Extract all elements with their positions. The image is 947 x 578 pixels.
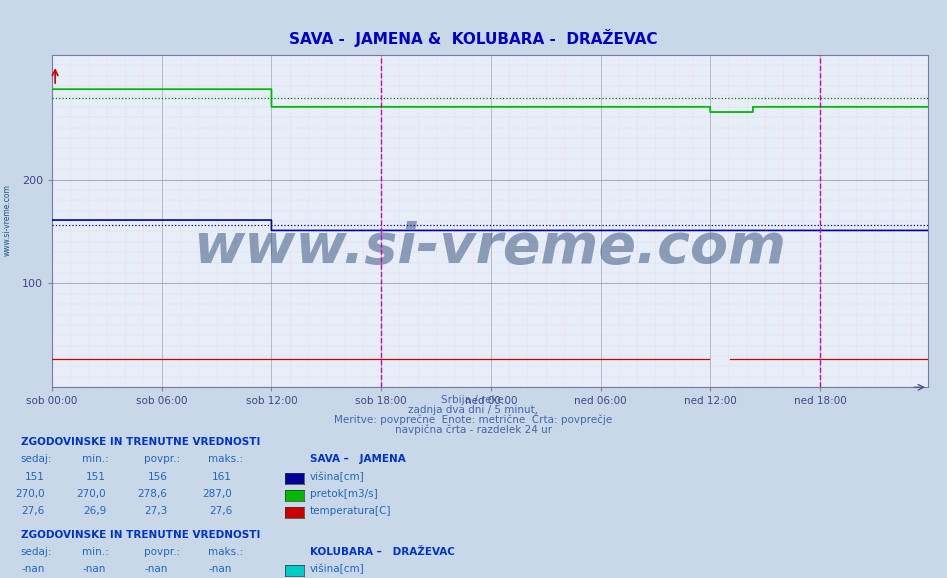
Text: 287,0: 287,0 [203,489,232,499]
Text: -nan: -nan [82,564,106,574]
Text: zadnja dva dni / 5 minut.: zadnja dva dni / 5 minut. [408,405,539,415]
Text: 270,0: 270,0 [77,489,106,499]
Text: 26,9: 26,9 [82,506,106,516]
Text: www.si-vreme.com: www.si-vreme.com [3,184,12,255]
Text: pretok[m3/s]: pretok[m3/s] [310,489,378,499]
Text: -nan: -nan [21,564,45,574]
Text: povpr.:: povpr.: [144,454,180,464]
Text: min.:: min.: [82,547,109,557]
Text: -nan: -nan [208,564,232,574]
Text: 156: 156 [148,472,168,481]
Text: ZGODOVINSKE IN TRENUTNE VREDNOSTI: ZGODOVINSKE IN TRENUTNE VREDNOSTI [21,437,260,447]
Text: sedaj:: sedaj: [21,454,52,464]
Text: maks.:: maks.: [208,547,243,557]
Text: min.:: min.: [82,454,109,464]
Text: višina[cm]: višina[cm] [310,564,365,574]
Text: 27,3: 27,3 [144,506,168,516]
Text: Meritve: povprečne  Enote: metrične  Črta: povprečje: Meritve: povprečne Enote: metrične Črta:… [334,413,613,425]
Text: navpična črta - razdelek 24 ur: navpična črta - razdelek 24 ur [395,424,552,435]
Text: 151: 151 [86,472,106,481]
Text: višina[cm]: višina[cm] [310,471,365,481]
Text: SAVA –   JAMENA: SAVA – JAMENA [310,454,405,464]
Text: 27,6: 27,6 [208,506,232,516]
Text: povpr.:: povpr.: [144,547,180,557]
Text: 27,6: 27,6 [21,506,45,516]
Text: 151: 151 [25,472,45,481]
Text: KOLUBARA –   DRAŽEVAC: KOLUBARA – DRAŽEVAC [310,547,455,557]
Text: 278,6: 278,6 [137,489,168,499]
Text: ZGODOVINSKE IN TRENUTNE VREDNOSTI: ZGODOVINSKE IN TRENUTNE VREDNOSTI [21,529,260,539]
Text: www.si-vreme.com: www.si-vreme.com [193,221,787,275]
Text: 161: 161 [212,472,232,481]
Text: maks.:: maks.: [208,454,243,464]
Text: sedaj:: sedaj: [21,547,52,557]
Text: Srbija / reke.: Srbija / reke. [440,395,507,405]
Text: temperatura[C]: temperatura[C] [310,506,391,516]
Text: -nan: -nan [144,564,168,574]
Text: 270,0: 270,0 [15,489,45,499]
Text: SAVA -  JAMENA &  KOLUBARA -  DRAŽEVAC: SAVA - JAMENA & KOLUBARA - DRAŽEVAC [289,28,658,47]
